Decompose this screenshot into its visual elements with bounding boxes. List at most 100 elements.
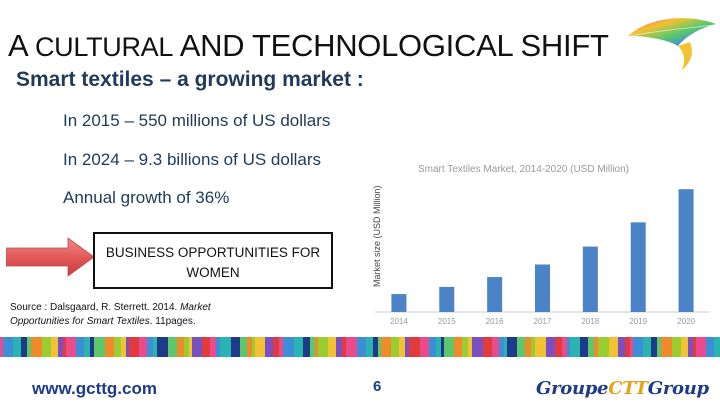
stripe-segment bbox=[643, 337, 651, 357]
stripe-segment bbox=[681, 337, 688, 357]
chart-tick-label-2019: 2019 bbox=[629, 317, 647, 326]
stripe-segment bbox=[90, 337, 94, 357]
stripe-segment bbox=[42, 337, 51, 357]
stripe-segment bbox=[0, 337, 3, 357]
stripe-segment bbox=[366, 337, 373, 357]
stripe-segment bbox=[672, 337, 681, 357]
stripe-segment bbox=[192, 337, 202, 357]
stripe-segment bbox=[210, 337, 216, 357]
stripe-segment bbox=[328, 337, 336, 357]
page-number: 6 bbox=[373, 378, 382, 395]
stripe-segment bbox=[58, 337, 63, 357]
business-opportunities-callout: BUSINESS OPPORTUNITIES FOR WOMEN bbox=[93, 232, 333, 289]
chart-plot: 2014 2015 2016 2017 2018 2019 2020 bbox=[375, 189, 710, 326]
stripe-segment bbox=[342, 337, 346, 357]
stripe-segment bbox=[444, 337, 454, 357]
stripe-segment bbox=[231, 337, 240, 357]
arrow-right-icon bbox=[6, 237, 95, 277]
logo-part-2: CTT bbox=[608, 378, 648, 399]
stripe-segment bbox=[525, 337, 531, 357]
stripe-segment bbox=[126, 337, 129, 357]
logo-part-3: Group bbox=[647, 378, 709, 399]
stripe-segment bbox=[405, 337, 409, 357]
decorative-color-stripe bbox=[0, 337, 720, 357]
stripe-segment bbox=[157, 337, 168, 357]
stripe-segment bbox=[63, 337, 66, 357]
stripe-segment bbox=[177, 337, 184, 357]
stripe-segment bbox=[517, 337, 525, 357]
chart-bar-2016 bbox=[487, 277, 503, 312]
stripe-segment bbox=[531, 337, 535, 357]
stripe-segment bbox=[657, 337, 661, 357]
stripe-segment bbox=[216, 337, 220, 357]
stripe-segment bbox=[94, 337, 105, 357]
stripe-segment bbox=[633, 337, 643, 357]
stripe-segment bbox=[31, 337, 42, 357]
stripe-segment bbox=[202, 337, 210, 357]
stripe-segment bbox=[381, 337, 391, 357]
stripe-segment bbox=[462, 337, 468, 357]
stripe-segment bbox=[504, 337, 507, 357]
market-chart: Smart Textiles Market, 2014-2020 (USD Mi… bbox=[355, 162, 720, 337]
stripe-segment bbox=[51, 337, 58, 357]
stripe-segment bbox=[252, 337, 255, 357]
stripe-segment bbox=[651, 337, 657, 357]
stripe-segment bbox=[594, 337, 598, 357]
stripe-segment bbox=[66, 337, 76, 357]
stripe-segment bbox=[255, 337, 265, 357]
stripe-segment bbox=[310, 337, 315, 357]
callout-line-2: WOMEN bbox=[186, 265, 240, 280]
stripe-segment bbox=[129, 337, 139, 357]
stripe-segment bbox=[429, 337, 436, 357]
stripe-segment bbox=[441, 337, 444, 357]
stripe-segment bbox=[240, 337, 247, 357]
stripe-segment bbox=[318, 337, 328, 357]
source-text: Source : Dalsgaard, R. Sterrett. 2014. bbox=[10, 302, 181, 313]
stripe-segment bbox=[189, 337, 192, 357]
stripe-segment bbox=[273, 337, 279, 357]
stripe-segment bbox=[114, 337, 121, 357]
chart-tick-label-2018: 2018 bbox=[581, 317, 599, 326]
stripe-segment bbox=[303, 337, 310, 357]
stripe-segment bbox=[399, 337, 405, 357]
stripe-segment bbox=[294, 337, 303, 357]
chart-bar-2014 bbox=[391, 294, 407, 312]
stripe-segment bbox=[265, 337, 273, 357]
stripe-segment bbox=[555, 337, 562, 357]
stripe-segment bbox=[420, 337, 429, 357]
stripe-segment bbox=[3, 337, 13, 357]
stripe-segment bbox=[472, 337, 483, 357]
stripe-segment bbox=[483, 337, 492, 357]
stripe-segment bbox=[567, 337, 570, 357]
stripe-segment bbox=[346, 337, 357, 357]
chart-title: Smart Textiles Market, 2014-2020 (USD Mi… bbox=[418, 164, 630, 175]
stripe-segment bbox=[499, 337, 504, 357]
stripe-segment bbox=[84, 337, 90, 357]
feather-logo-icon bbox=[628, 18, 716, 70]
chart-bar-2018 bbox=[582, 246, 598, 312]
stripe-segment bbox=[373, 337, 378, 357]
stripe-segment bbox=[27, 337, 31, 357]
stripe-segment bbox=[409, 337, 420, 357]
stripe-segment bbox=[546, 337, 555, 357]
stripe-segment bbox=[220, 337, 231, 357]
stripe-segment bbox=[507, 337, 517, 357]
stripe-segment bbox=[378, 337, 381, 357]
stripe-segment bbox=[76, 337, 84, 357]
stripe-segment bbox=[391, 337, 399, 357]
footer-url-link[interactable]: www.gcttg.com bbox=[32, 379, 157, 398]
stripe-segment bbox=[618, 337, 625, 357]
stripe-segment bbox=[436, 337, 441, 357]
bullet-annual-growth: Annual growth of 36% bbox=[63, 188, 230, 207]
stripe-segment bbox=[153, 337, 157, 357]
stripe-segment bbox=[336, 337, 342, 357]
stripe-segment bbox=[492, 337, 499, 357]
page-title: A CULTURAL AND TECHNOLOGICAL SHIFT bbox=[8, 28, 609, 64]
chart-bar-2017 bbox=[535, 264, 550, 312]
chart-tick-label-2015: 2015 bbox=[438, 317, 456, 326]
title-part-3: AND TECHNOLOGICAL SHIFT bbox=[173, 28, 609, 63]
stripe-segment bbox=[139, 337, 147, 357]
stripe-segment bbox=[588, 337, 594, 357]
stripe-segment bbox=[688, 337, 693, 357]
source-citation: Source : Dalsgaard, R. Sterrett. 2014. M… bbox=[10, 301, 250, 329]
